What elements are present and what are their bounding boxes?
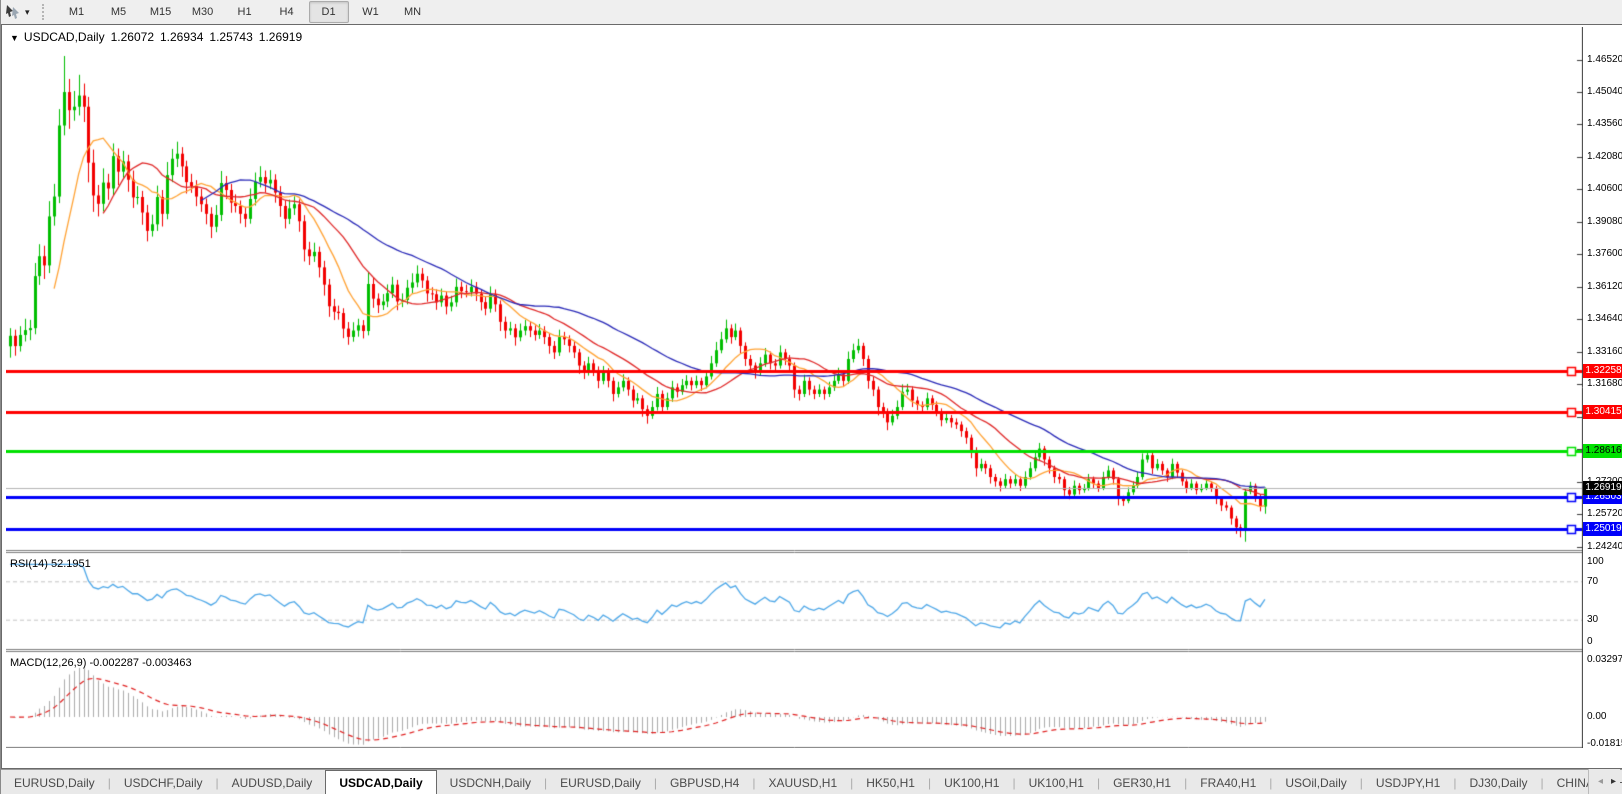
timeframe-button-h4[interactable]: H4 [279, 6, 294, 18]
chart-tab-eurusd-daily[interactable]: EURUSD,Daily [14, 776, 95, 790]
rsi-axis-label: 70 [1587, 575, 1599, 587]
price-tick-label: 1.45040 [1587, 85, 1622, 97]
tab-scroll-arrows: ◂ ▸ [1587, 769, 1620, 794]
hline-price-label: 1.25019 [1583, 522, 1622, 537]
price-chart-canvas[interactable] [6, 27, 1583, 748]
price-tick-label: 1.39080 [1587, 216, 1622, 228]
chart-tab-eurusd-daily[interactable]: EURUSD,Daily [560, 776, 641, 790]
tab-separator: | [1359, 776, 1363, 790]
price-axis: 1.46520 1.45040 1.43560 1.42080 1.40600 1.390… [1583, 25, 1622, 749]
chart-tab-usdchf-daily[interactable]: USDCHF,Daily [123, 776, 203, 790]
tab-separator: | [850, 776, 854, 790]
price-tick-label: 1.31680 [1587, 377, 1622, 389]
timeframe-button-m5[interactable]: M5 [110, 6, 127, 18]
top-toolbar: ▾ M1 M5 M15 M30 H1 H4 D1 W1 MN [1, 0, 1622, 24]
hline-price-label: 1.30415 [1583, 404, 1622, 419]
chart-title: ▼ USDCAD,Daily 1.26072 1.26934 1.25743 1.2691… [10, 30, 308, 44]
timeframe-button-h1[interactable]: H1 [237, 6, 252, 18]
tab-separator: | [215, 776, 219, 790]
chart-tab-bar: EURUSD,Daily | USDCHF,Daily | AUDUSD,Daily US… [1, 769, 1622, 794]
chart-tab-dj30-daily[interactable]: DJ30,Daily [1469, 776, 1528, 790]
current-price-label: 1.26919 [1583, 480, 1622, 495]
chart-title-close: 1.26919 [258, 30, 303, 44]
chart-tab-fra40-h1[interactable]: FRA40,H1 [1200, 776, 1257, 790]
chart-title-low: 1.25743 [209, 30, 253, 44]
chart-title-caret-icon[interactable]: ▼ [10, 33, 19, 43]
price-tick-label: 1.25720 [1587, 508, 1622, 520]
chart-window: ▼ USDCAD,Daily 1.26072 1.26934 1.25743 1.2691… [1, 24, 1622, 794]
timeframe-button-group: M1 M5 M15 M30 H1 H4 D1 W1 MN [56, 1, 434, 23]
price-tick-label: 1.37600 [1587, 248, 1622, 260]
cursor-tool-icon [6, 5, 19, 19]
chart-title-open: 1.26072 [110, 30, 154, 44]
price-tick-label: 1.42080 [1587, 150, 1622, 162]
price-tick-label: 1.36120 [1587, 280, 1622, 292]
tab-separator: | [752, 776, 756, 790]
tab-separator: | [1012, 776, 1016, 790]
timeframe-button-d1[interactable]: D1 [308, 1, 349, 23]
price-tick-label: 1.34640 [1587, 313, 1622, 325]
rsi-axis-label: 30 [1587, 614, 1599, 626]
cursor-tool-button[interactable] [5, 4, 22, 20]
tab-separator: | [544, 776, 548, 790]
tab-separator: | [1453, 776, 1457, 790]
rsi-axis-label: 0 [1587, 636, 1593, 647]
hline-price-label: 1.28616 [1583, 443, 1622, 458]
macd-axis-label: -0.01815 [1587, 738, 1622, 749]
chart-tab-usdcnh-daily[interactable]: USDCNH,Daily [449, 776, 532, 790]
chart-tab-xauusd-h1[interactable]: XAUUSD,H1 [768, 776, 838, 790]
macd-axis-label: 0.00 [1587, 710, 1607, 722]
hline-price-label: 1.32258 [1583, 364, 1622, 379]
price-tick-label: 1.24240 [1587, 540, 1622, 552]
tab-separator: | [107, 776, 111, 790]
timeframe-button-w1[interactable]: W1 [362, 6, 379, 18]
chart-title-symbol: USDCAD,Daily [23, 30, 105, 44]
macd-axis-label: 0.032972 [1587, 654, 1622, 665]
chart-tab-uk100-h1[interactable]: UK100,H1 [944, 776, 1000, 790]
rsi-axis-label: 100 [1587, 556, 1604, 567]
price-tick-label: 1.46520 [1587, 53, 1622, 65]
rsi-indicator-label: RSI(14) 52.1951 [10, 558, 91, 570]
chart-tab-hk50-h1[interactable]: HK50,H1 [866, 776, 915, 790]
timeframe-button-m15[interactable]: M15 [149, 6, 172, 18]
price-tick-label: 1.33160 [1587, 345, 1622, 357]
macd-indicator-label: MACD(12,26,9) -0.002287 -0.003463 [10, 657, 192, 669]
chart-tab-audusd-daily[interactable]: AUDUSD,Daily [231, 776, 313, 790]
cursor-tool-caret-icon[interactable]: ▾ [25, 6, 30, 17]
tab-separator: | [1269, 776, 1273, 790]
tab-separator: | [927, 776, 932, 790]
timeframe-button-m30[interactable]: M30 [191, 6, 214, 18]
tab-scroll-right-icon[interactable]: ▸ [1610, 776, 1616, 787]
tab-separator: | [653, 776, 657, 790]
timeframe-button-mn[interactable]: MN [403, 6, 422, 18]
chart-title-high: 1.26934 [160, 30, 204, 44]
price-tick-label: 1.43560 [1587, 118, 1622, 130]
tab-scroll-left-icon[interactable]: ◂ [1597, 776, 1603, 787]
chart-tab-ger30-h1[interactable]: GER30,H1 [1113, 776, 1172, 790]
chart-tab-usoil-daily[interactable]: USOil,Daily [1285, 776, 1347, 790]
tab-separator: | [1096, 776, 1101, 790]
chart-tab-uk100-h1[interactable]: UK100,H1 [1028, 776, 1084, 790]
chart-tab-gbpusd-h4[interactable]: GBPUSD,H4 [669, 776, 740, 790]
timeframe-button-m1[interactable]: M1 [68, 6, 85, 18]
chart-tab-usdjpy-h1[interactable]: USDJPY,H1 [1375, 776, 1441, 790]
chart-tab-usdcad-daily[interactable]: USDCAD,Daily [325, 770, 437, 794]
tab-separator: | [1540, 776, 1544, 790]
tab-separator: | [1184, 776, 1188, 790]
toolbar-grip [41, 4, 48, 20]
price-tick-label: 1.40600 [1587, 182, 1622, 194]
